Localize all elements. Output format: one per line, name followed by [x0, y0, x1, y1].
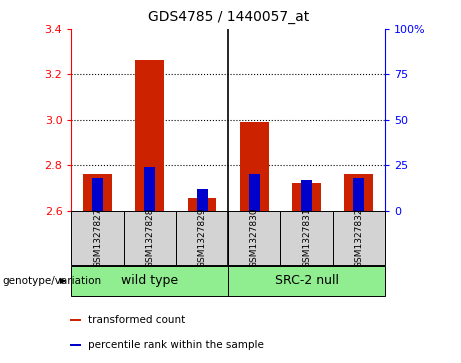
Text: GSM1327830: GSM1327830: [250, 207, 259, 268]
Title: GDS4785 / 1440057_at: GDS4785 / 1440057_at: [148, 10, 309, 24]
Text: GSM1327827: GSM1327827: [93, 208, 102, 268]
Bar: [333, 211, 385, 265]
Text: GSM1327829: GSM1327829: [198, 208, 207, 268]
Bar: [71, 211, 124, 265]
Text: transformed count: transformed count: [88, 315, 185, 325]
Bar: [280, 211, 333, 265]
Text: GSM1327832: GSM1327832: [355, 208, 363, 268]
Bar: [92, 178, 103, 211]
Bar: [176, 211, 228, 265]
Text: wild type: wild type: [121, 274, 178, 287]
Text: SRC-2 null: SRC-2 null: [275, 274, 338, 287]
Bar: [70, 319, 82, 321]
Text: GSM1327828: GSM1327828: [145, 208, 154, 268]
Bar: [240, 122, 269, 211]
Bar: [144, 167, 155, 211]
Bar: [83, 174, 112, 211]
Bar: [353, 178, 364, 211]
Bar: [249, 174, 260, 211]
Bar: [188, 198, 216, 211]
Bar: [70, 343, 82, 346]
Bar: [124, 211, 176, 265]
Bar: [228, 211, 280, 265]
Bar: [344, 174, 373, 211]
Bar: [301, 180, 312, 211]
Bar: [228, 266, 385, 296]
Bar: [292, 183, 321, 211]
Text: genotype/variation: genotype/variation: [2, 276, 101, 286]
Text: GSM1327831: GSM1327831: [302, 207, 311, 268]
Bar: [136, 60, 164, 211]
Bar: [71, 266, 228, 296]
Text: percentile rank within the sample: percentile rank within the sample: [88, 340, 264, 350]
Bar: [196, 189, 207, 211]
